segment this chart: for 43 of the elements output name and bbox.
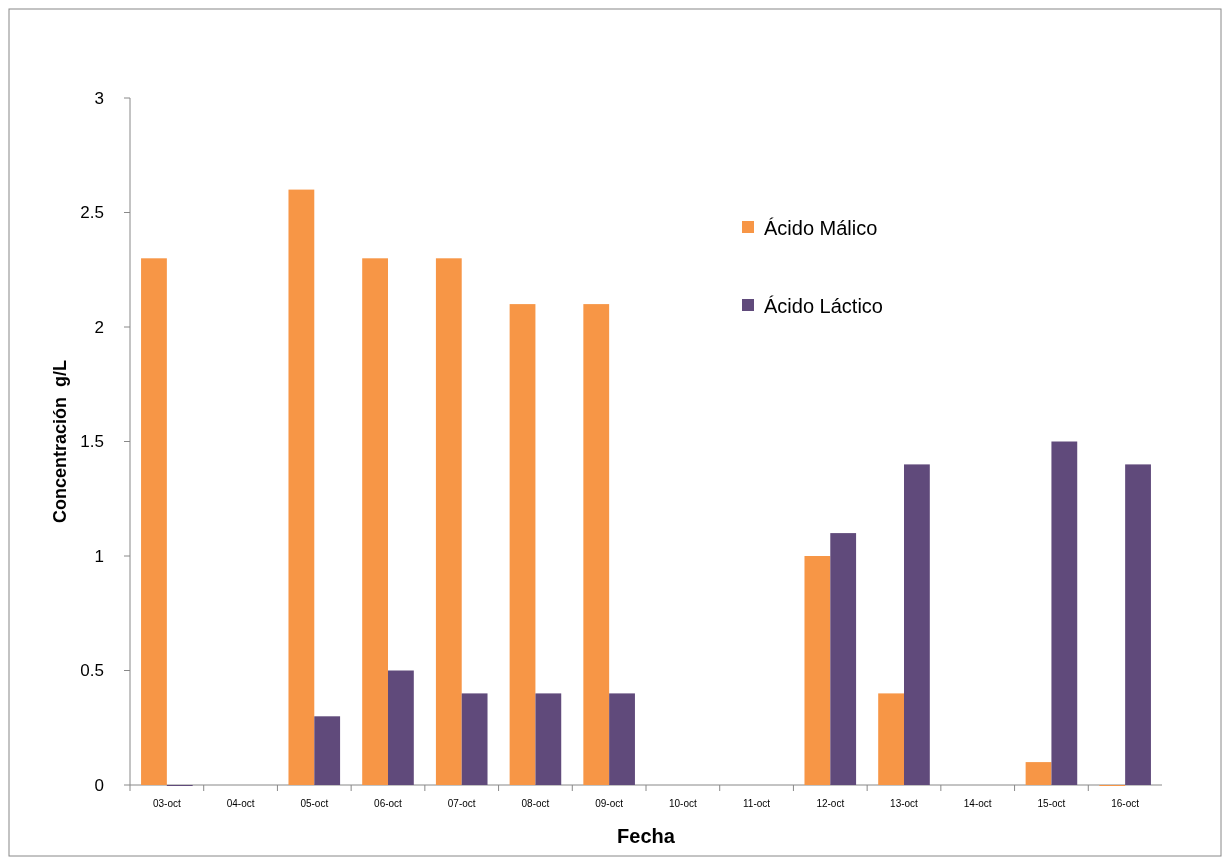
x-tick-label: 10-oct: [668, 798, 697, 809]
bar: [461, 693, 488, 785]
x-tick-label: 04-oct: [226, 798, 255, 809]
bar: [288, 189, 315, 785]
bar: [509, 304, 536, 785]
y-tick-label: 0.5: [80, 661, 104, 681]
bar: [830, 533, 857, 785]
x-tick-label: 06-oct: [374, 798, 403, 809]
bar: [878, 693, 904, 785]
bar: [388, 670, 414, 785]
x-tick-label: 14-oct: [963, 798, 992, 809]
bar: [609, 693, 635, 785]
legend-label: Ácido Láctico: [764, 295, 883, 317]
legend-label: Ácido Málico: [764, 217, 878, 239]
y-tick-label: 3: [94, 88, 104, 108]
bar: [1051, 441, 1078, 785]
x-tick-label: 13-oct: [890, 798, 919, 809]
bar: [535, 693, 562, 785]
y-axis-title: Concentración g/L: [50, 359, 70, 524]
x-tick-label: 11-oct: [743, 798, 771, 809]
bar: [362, 258, 388, 785]
bar: [314, 716, 341, 785]
y-tick-label: 1.5: [80, 432, 104, 452]
x-tick-label: 15-oct: [1037, 798, 1066, 809]
bar: [583, 304, 610, 785]
bar: [804, 556, 831, 785]
x-tick-label: 09-oct: [595, 798, 624, 809]
bar: [1125, 464, 1151, 785]
y-tick-label: 1: [94, 546, 104, 566]
bar: [904, 464, 930, 785]
x-tick-label: 12-oct: [816, 798, 845, 809]
x-tick-label: 03-oct: [152, 798, 181, 809]
bar: [1025, 762, 1052, 785]
x-tick-label: 05-oct: [300, 798, 329, 809]
x-tick-label: 16-oct: [1111, 798, 1140, 809]
x-tick-label: 08-oct: [521, 798, 550, 809]
x-tick-label: 07-oct: [447, 798, 476, 809]
bar: [141, 258, 167, 785]
x-axis-title: Fecha: [617, 825, 676, 847]
y-tick-label: 2.5: [80, 203, 104, 223]
y-tick-label: 2: [94, 317, 104, 337]
y-tick-label: 0: [94, 775, 104, 795]
bar: [435, 258, 462, 785]
